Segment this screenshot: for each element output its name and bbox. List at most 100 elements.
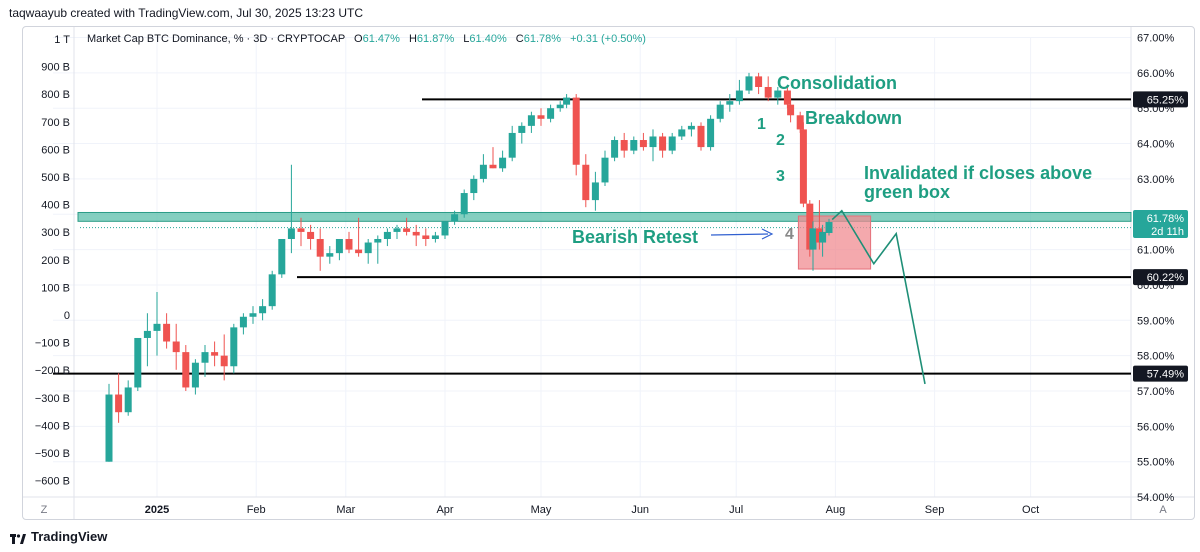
auto-scale-button-label: A bbox=[1159, 504, 1167, 516]
candle-body bbox=[393, 228, 401, 232]
right-tick-label: 56.00% bbox=[1137, 421, 1175, 433]
grid bbox=[23, 27, 1194, 519]
candle-body bbox=[537, 115, 545, 119]
candle-body bbox=[806, 203, 814, 250]
left-tick-label: 800 B bbox=[41, 89, 70, 101]
left-tick-label: 600 B bbox=[41, 144, 70, 156]
candle-body bbox=[412, 231, 420, 236]
candle-body bbox=[307, 231, 315, 239]
candle-body bbox=[163, 323, 171, 342]
candle-body bbox=[774, 90, 782, 98]
level-price-label: 57.49% bbox=[1147, 369, 1185, 381]
tradingview-logo-icon bbox=[10, 532, 26, 544]
candle-body bbox=[403, 228, 411, 232]
candle-body bbox=[819, 231, 827, 243]
candlestick-chart[interactable]: Consolidation Breakdown Invalidated if clo… bbox=[23, 27, 1194, 519]
candle-body bbox=[687, 125, 695, 130]
retest-arrow-icon bbox=[761, 228, 774, 240]
last-price-label: 61.78% bbox=[1147, 213, 1185, 225]
step-4-label: 4 bbox=[785, 226, 794, 243]
left-tick-label: 300 B bbox=[41, 227, 70, 239]
horizontal-levels bbox=[53, 98, 1131, 375]
candle-body bbox=[345, 238, 353, 250]
candle-body bbox=[649, 136, 657, 148]
candle-body bbox=[451, 214, 459, 222]
candle-body bbox=[115, 394, 123, 413]
candle-body bbox=[582, 164, 590, 201]
step-1-label: 1 bbox=[757, 116, 766, 133]
candle-body bbox=[191, 362, 199, 388]
step-3-label: 3 bbox=[776, 168, 785, 185]
tradingview-brand-label: TradingView bbox=[31, 529, 108, 544]
annotations: Consolidation Breakdown Invalidated if clo… bbox=[572, 73, 1092, 247]
level-price-tag bbox=[1133, 269, 1188, 286]
candle-body bbox=[499, 157, 507, 169]
candle-body bbox=[783, 90, 791, 105]
candle-body bbox=[153, 323, 161, 331]
time-tick-label: May bbox=[531, 504, 552, 516]
candle-body bbox=[726, 101, 734, 105]
candle-body bbox=[422, 235, 430, 239]
candle-body bbox=[230, 327, 238, 367]
candle-body bbox=[134, 337, 142, 388]
level-price-label: 60.22% bbox=[1147, 272, 1185, 284]
time-tick-label: Sep bbox=[925, 504, 945, 516]
candle-body bbox=[335, 238, 343, 254]
zoom-button-label: Z bbox=[41, 504, 48, 516]
candle-body bbox=[764, 86, 772, 98]
chart-panel[interactable]: Consolidation Breakdown Invalidated if clo… bbox=[22, 26, 1195, 520]
candle-body bbox=[796, 115, 804, 130]
breakdown-label: Breakdown bbox=[805, 108, 902, 128]
candle-body bbox=[316, 238, 324, 257]
invalidated-label-line1: Invalidated if closes above bbox=[864, 163, 1092, 183]
left-tick-label: 100 B bbox=[41, 282, 70, 294]
candle-body bbox=[572, 97, 580, 165]
candle-body bbox=[745, 76, 753, 91]
legend-close-value: 61.78% bbox=[524, 33, 562, 45]
right-tick-label: 67.00% bbox=[1137, 33, 1175, 45]
consolidation-label: Consolidation bbox=[777, 73, 897, 93]
legend-title: Market Cap BTC Dominance, % · 3D · CRYPT… bbox=[87, 33, 345, 45]
candle-body bbox=[563, 97, 571, 105]
level-price-tag bbox=[1133, 365, 1188, 382]
svg-text:Market Cap BTC Dominance, % ·: Market Cap BTC Dominance, % · 3D · CRYPT… bbox=[87, 33, 646, 45]
candle-body bbox=[556, 104, 564, 109]
candle-body bbox=[479, 164, 487, 179]
legend-open-label: O bbox=[354, 33, 363, 45]
candle-body bbox=[620, 140, 628, 151]
candle-body bbox=[441, 221, 449, 236]
time-tick-label: 2025 bbox=[145, 504, 169, 516]
tradingview-brand[interactable]: TradingView bbox=[10, 529, 107, 544]
candle-body bbox=[809, 228, 817, 250]
invalidated-label-line2: green box bbox=[864, 182, 950, 202]
chart-caption: taqwaayub created with TradingView.com, … bbox=[9, 6, 363, 20]
time-tick-label: Jul bbox=[729, 504, 743, 516]
level-price-tag bbox=[1133, 91, 1188, 108]
left-tick-label: −100 B bbox=[35, 338, 70, 350]
candle-body bbox=[639, 140, 647, 148]
candle-body bbox=[278, 238, 286, 275]
right-tick-label: 54.00% bbox=[1137, 492, 1175, 504]
right-tick-label: 64.00% bbox=[1137, 139, 1175, 151]
candle-body bbox=[547, 108, 555, 119]
candle-body bbox=[630, 140, 638, 151]
legend-low-value: 61.40% bbox=[469, 33, 507, 45]
right-tick-label: 66.00% bbox=[1137, 68, 1175, 80]
candle-body bbox=[460, 193, 468, 215]
candle-body bbox=[201, 352, 209, 363]
candle-body bbox=[611, 140, 619, 158]
right-axis[interactable]: 67.00%66.00%65.00%64.00%63.00%62.00%61.0… bbox=[1133, 33, 1188, 505]
last-price-countdown: 2d 11h bbox=[1151, 226, 1184, 238]
time-axis[interactable]: 2025 Feb Mar Apr May Jun Jul Aug Sep Oct Z A bbox=[41, 504, 1168, 516]
legend-high-label: H bbox=[409, 33, 417, 45]
left-tick-label: 0 bbox=[64, 310, 70, 322]
right-tick-label: 61.00% bbox=[1137, 245, 1175, 257]
candle-body bbox=[697, 125, 705, 148]
candle-body bbox=[383, 231, 391, 239]
candle-body bbox=[716, 104, 724, 119]
legend-low-label: L bbox=[463, 33, 469, 45]
candle-body bbox=[707, 118, 715, 148]
time-tick-label: Mar bbox=[336, 504, 355, 516]
candle-body bbox=[124, 387, 132, 413]
projection-path bbox=[831, 209, 926, 385]
